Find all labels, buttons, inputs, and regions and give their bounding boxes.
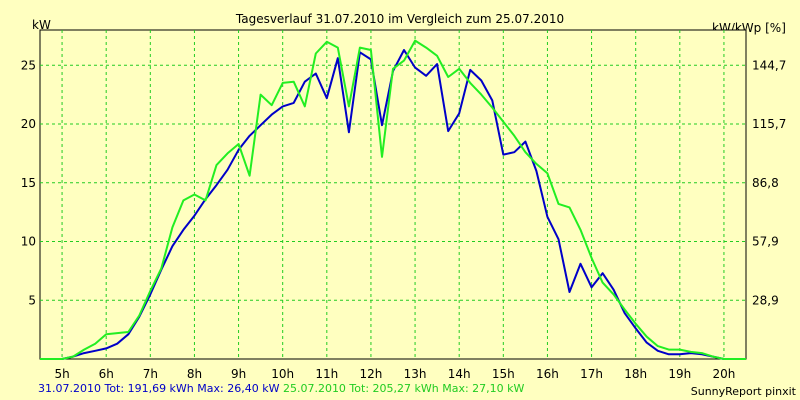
legend-series-1: 31.07.2010 Tot: 191,69 kWh Max: 26,40 kW (38, 382, 280, 395)
x-tick-label: 17h (580, 367, 603, 381)
x-tick-label: 8h (187, 367, 202, 381)
y-tick-label-right: 57,9 (752, 235, 779, 249)
y-tick-label-right: 115,7 (752, 117, 786, 131)
x-tick-label: 15h (492, 367, 515, 381)
chart-title: Tagesverlauf 31.07.2010 im Vergleich zum… (235, 12, 565, 26)
y-tick-label-left: 25 (21, 58, 36, 72)
y-tick-label-right: 144,7 (752, 58, 786, 72)
legend-series-2: 25.07.2010 Tot: 205,27 kWh Max: 27,10 kW (282, 382, 525, 395)
x-tick-label: 14h (448, 367, 471, 381)
grid (40, 30, 746, 359)
y-tick-label-left: 20 (21, 117, 36, 131)
x-tick-label: 19h (668, 367, 691, 381)
series-lines (40, 39, 746, 360)
y-tick-label-left: 5 (28, 293, 36, 307)
x-tick-label: 13h (404, 367, 427, 381)
x-tick-label: 5h (54, 367, 69, 381)
plot-frame (39, 29, 747, 360)
series-line-2 (40, 39, 746, 360)
x-tick-label: 10h (271, 367, 294, 381)
tick-labels: 5h 6h 7h 8h 9h 10h 11h 12h 13h 14h 15h 16h 17h 18h 19h… (21, 58, 787, 381)
x-tick-label: 7h (143, 367, 158, 381)
y-tick-label-right: 28,9 (752, 293, 779, 307)
legend-footer: 31.07.2010 Tot: 191,69 kWh Max: 26,40 kW… (38, 382, 524, 395)
x-tick-label: 20h (713, 367, 736, 381)
x-tick-label: 18h (624, 367, 647, 381)
y-tick-label-left: 10 (21, 235, 36, 249)
y-tick-label-right: 86,8 (752, 176, 779, 190)
y-axis-left-unit: kW (32, 18, 51, 32)
x-tick-label: 16h (536, 367, 559, 381)
credit-text: SunnyReport pinxit (690, 385, 796, 398)
x-tick-label: 12h (360, 367, 383, 381)
y-tick-label-left: 15 (21, 176, 36, 190)
x-tick-label: 11h (315, 367, 338, 381)
x-tick-label: 9h (231, 367, 246, 381)
x-tick-label: 6h (99, 367, 114, 381)
